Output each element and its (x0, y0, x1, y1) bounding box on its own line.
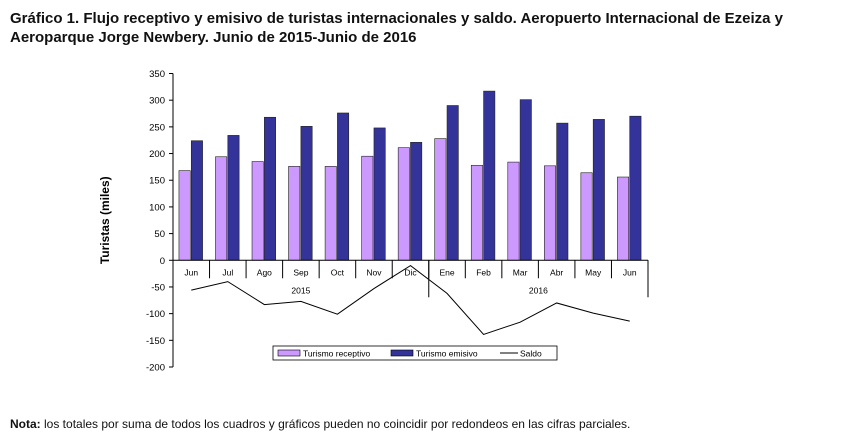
y-tick-label: -150 (146, 336, 165, 347)
bar-emisivo (519, 99, 532, 261)
y-tick-label: 200 (149, 149, 165, 160)
legend-label-receptivo: Turismo receptivo (303, 349, 371, 359)
x-tick-label: Ago (257, 267, 272, 277)
x-tick-label: Abr (550, 267, 563, 277)
bar-receptivo (215, 156, 228, 261)
saldo-line (191, 265, 630, 336)
y-axis-label: Turistas (miles) (98, 176, 112, 264)
x-tick-label: Jun (623, 267, 637, 277)
bar-receptivo (470, 164, 483, 261)
bar-emisivo (483, 90, 496, 261)
bar-emisivo (446, 105, 459, 261)
legend-swatch-receptivo (277, 349, 301, 357)
x-tick-label: May (585, 267, 602, 277)
note-text: los totales por suma de todos los cuadro… (40, 417, 631, 431)
bar-receptivo (397, 147, 410, 261)
bar-emisivo (300, 126, 313, 261)
y-tick-label: 150 (149, 176, 165, 187)
bar-receptivo (544, 165, 556, 261)
x-tick-label: Nov (366, 267, 382, 277)
bar-receptivo (434, 138, 447, 261)
note-label: Nota: (10, 417, 41, 431)
y-tick-label: 300 (149, 96, 165, 107)
bar-receptivo (324, 166, 337, 261)
bar-emisivo (227, 135, 240, 261)
x-tick-label: Mar (513, 267, 528, 277)
bar-receptivo (580, 172, 593, 261)
y-tick-label: 350 (149, 69, 165, 80)
bar-emisivo (337, 112, 350, 261)
bar-emisivo (190, 140, 203, 261)
legend-label-emisivo: Turismo emisivo (416, 349, 478, 359)
x-tick-label: Oct (331, 267, 345, 277)
bar-receptivo (507, 161, 520, 261)
footnote: Nota: los totales por suma de todos los … (10, 417, 630, 431)
y-tick-label: 100 (149, 202, 165, 213)
x-tick-label: Ene (439, 267, 454, 277)
x-tick-label: Sep (293, 267, 308, 277)
y-tick-label: 50 (154, 229, 165, 240)
y-tick-label: -100 (146, 309, 165, 320)
bar-emisivo (410, 142, 423, 261)
x-tick-label: Dic (404, 267, 417, 277)
legend-label-saldo: Saldo (520, 349, 542, 359)
bar-receptivo (178, 170, 191, 261)
bar-emisivo (592, 119, 605, 261)
legend (272, 345, 558, 361)
bar-emisivo (556, 122, 569, 261)
x-tick-label: Jul (222, 267, 233, 277)
y-tick-label: -50 (151, 282, 165, 293)
bar-receptivo (617, 176, 630, 261)
y-tick-label: 250 (149, 122, 165, 133)
x-tick-label: Feb (476, 267, 491, 277)
year-label: 2016 (529, 285, 548, 295)
bar-emisivo (629, 115, 642, 261)
bar-emisivo (373, 127, 386, 261)
y-tick-label: 0 (160, 256, 165, 267)
bar-emisivo (264, 116, 276, 261)
year-label: 2015 (291, 285, 310, 295)
bar-receptivo (361, 155, 374, 261)
bar-receptivo (288, 166, 301, 261)
chart-title: Gráfico 1. Flujo receptivo y emisivo de … (10, 10, 784, 46)
y-tick-label: -200 (146, 363, 165, 374)
x-tick-label: Jun (184, 267, 198, 277)
legend-swatch-emisivo (390, 349, 414, 357)
bar-receptivo (251, 161, 264, 261)
